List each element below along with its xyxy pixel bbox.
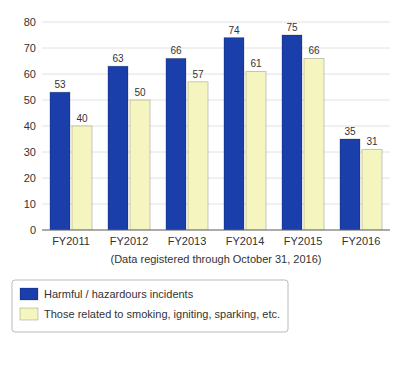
data-label: 75 (286, 22, 298, 33)
bar (72, 126, 92, 230)
y-tick-label: 80 (24, 16, 36, 28)
y-tick-label: 60 (24, 68, 36, 80)
grid-line (42, 230, 390, 231)
grid-line (42, 152, 390, 153)
data-label: 57 (192, 69, 204, 80)
chart-container: 0 10 20 30 40 50 60 70 80 53 63 66 74 75 35 40 50 57 61 66 3… (0, 0, 400, 370)
x-tick-label: FY2014 (226, 235, 265, 247)
data-labels: 53 63 66 74 75 35 40 50 57 61 66 31 (54, 22, 378, 147)
bar (340, 139, 360, 230)
grid-line (42, 22, 390, 23)
grid-line (42, 100, 390, 101)
data-label: 35 (344, 126, 356, 137)
x-axis-label: (Data registered through October 31, 201… (111, 253, 322, 265)
grid-line (42, 74, 390, 75)
legend: Harmful / hazardours incidents Those rela… (12, 280, 288, 332)
bar (282, 35, 302, 230)
y-tick-label: 20 (24, 172, 36, 184)
legend-entry: Those related to smoking, igniting, spar… (44, 308, 280, 320)
grid-line (42, 204, 390, 205)
bar (108, 66, 128, 230)
legend-entry: Harmful / hazardours incidents (44, 288, 194, 300)
y-tick-label: 50 (24, 94, 36, 106)
grid-line (42, 178, 390, 179)
x-tick-label: FY2013 (168, 235, 207, 247)
bar (130, 100, 150, 230)
data-label: 74 (228, 25, 240, 36)
data-label: 66 (308, 45, 320, 56)
data-label: 61 (250, 58, 262, 69)
data-label: 50 (134, 87, 146, 98)
legend-frame (12, 280, 288, 332)
grid-line (42, 48, 390, 49)
x-tick-label: FY2011 (52, 235, 90, 247)
data-label: 53 (54, 79, 66, 90)
bar (50, 92, 70, 230)
x-tick-label: FY2016 (342, 235, 381, 247)
legend-swatch (20, 288, 38, 300)
x-tick-label: FY2015 (284, 235, 323, 247)
y-tick-label: 30 (24, 146, 36, 158)
bar (246, 71, 266, 230)
data-label: 63 (112, 53, 124, 64)
x-axis-line (42, 230, 390, 231)
bar (362, 149, 382, 230)
bars (50, 35, 382, 230)
y-tick-label: 0 (30, 224, 36, 236)
data-label: 31 (366, 136, 378, 147)
y-tick-label: 40 (24, 120, 36, 132)
bar (166, 58, 186, 230)
bar (224, 38, 244, 230)
data-label: 40 (76, 113, 88, 124)
data-label: 66 (170, 45, 182, 56)
x-axis: FY2011 FY2012 FY2013 FY2014 FY2015 FY2016 (52, 235, 380, 247)
x-tick-label: FY2012 (110, 235, 149, 247)
chart-svg: 0 10 20 30 40 50 60 70 80 53 63 66 74 75 35 40 50 57 61 66 3… (0, 0, 400, 370)
bar (188, 82, 208, 230)
bar (304, 58, 324, 230)
grid-line (42, 126, 390, 127)
legend-swatch (20, 308, 38, 320)
y-tick-label: 70 (24, 42, 36, 54)
y-axis: 0 10 20 30 40 50 60 70 80 (24, 16, 36, 236)
grid (42, 22, 390, 230)
y-tick-label: 10 (24, 198, 36, 210)
